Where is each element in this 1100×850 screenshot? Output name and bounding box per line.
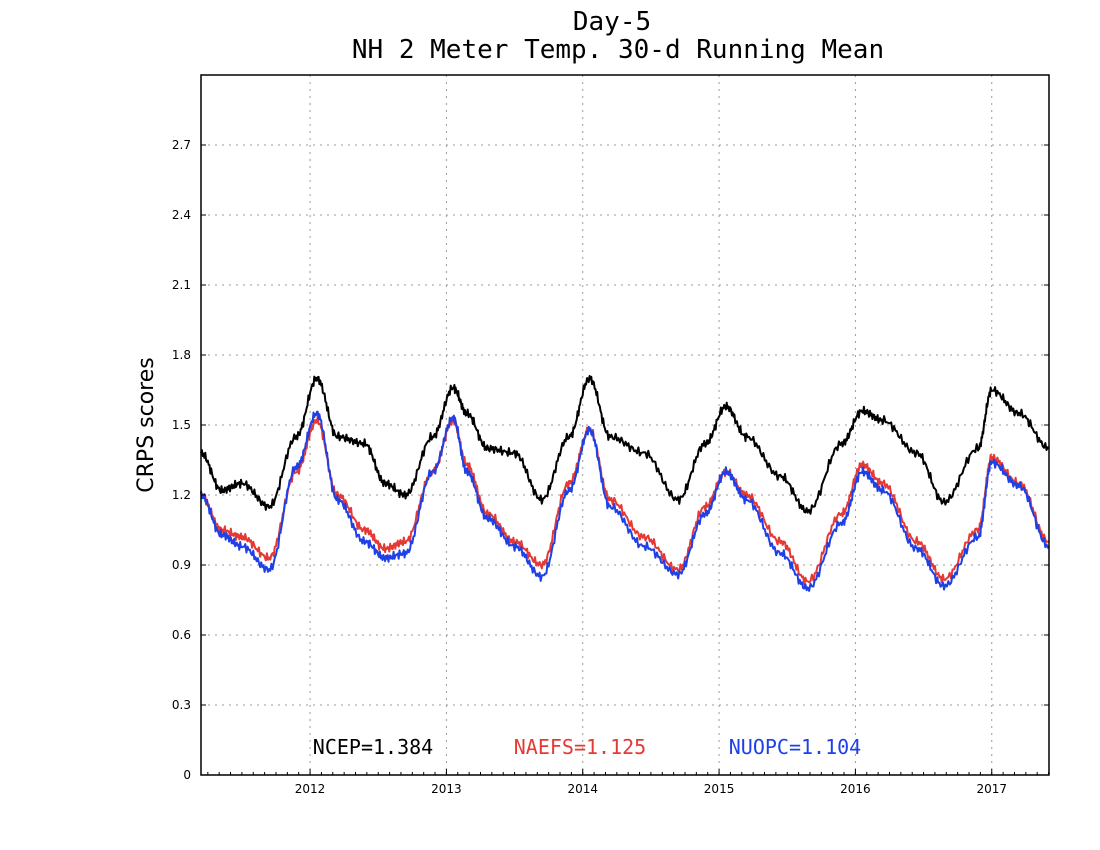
x-tick-label: 2012	[295, 782, 326, 796]
y-tick-label: 0.6	[172, 628, 191, 642]
series-lines	[200, 375, 1050, 592]
y-tick-label: 2.1	[172, 278, 191, 292]
series-line-ncep	[200, 375, 1050, 515]
y-tick-label: 2.4	[172, 208, 191, 222]
y-axis-label: CRPS scores	[134, 357, 159, 492]
chart-title: Day-5	[573, 7, 651, 37]
chart-subtitle: NH 2 Meter Temp. 30-d Running Mean	[352, 35, 884, 65]
x-tick-label: 2015	[704, 782, 735, 796]
y-tick-label: 0.9	[172, 558, 191, 572]
axis-ticks: 0 0.3 0.6 0.9 1.2 1.5 1.8 2.1 2.4 2.7 2012 2013 2014…	[172, 138, 1050, 796]
y-tick-label: 1.5	[172, 418, 191, 432]
legend-entry-naefs: NAEFS=1.125	[514, 735, 646, 759]
series-line-nuopc	[200, 410, 1050, 592]
x-tick-label: 2013	[431, 782, 462, 796]
x-tick-label: 2017	[976, 782, 1007, 796]
legend-entry-ncep: NCEP=1.384	[313, 735, 433, 759]
y-tick-label: 1.2	[172, 488, 191, 502]
legend-entry-nuopc: NUOPC=1.104	[729, 735, 861, 759]
x-tick-label: 2016	[840, 782, 871, 796]
y-tick-label: 0.3	[172, 698, 191, 712]
gridlines	[201, 75, 1049, 775]
y-tick-label: 1.8	[172, 348, 191, 362]
legend: NCEP=1.384 NAEFS=1.125 NUOPC=1.104	[313, 735, 861, 759]
x-tick-label: 2014	[567, 782, 598, 796]
y-tick-label: 2.7	[172, 138, 191, 152]
y-tick-label: 0	[183, 768, 191, 782]
